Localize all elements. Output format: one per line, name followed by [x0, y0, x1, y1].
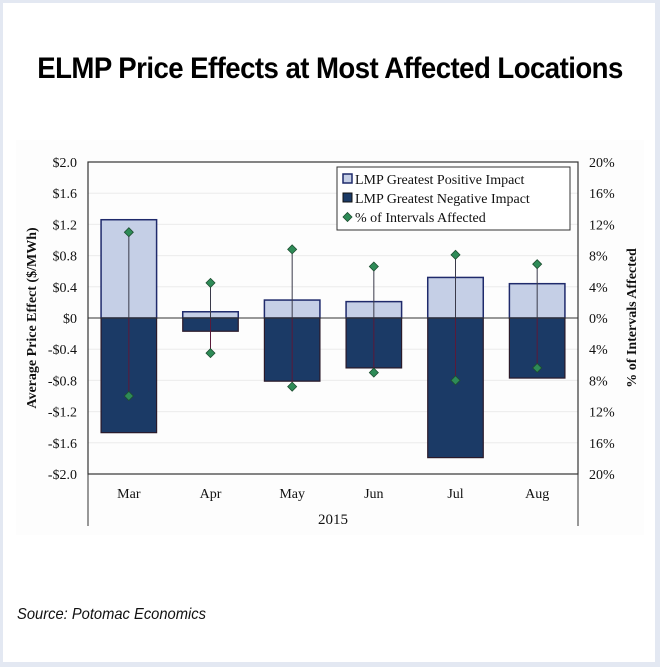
marker-positive-mar: [123, 227, 134, 238]
y-axis-label: Average Price Effect ($/MWh): [25, 227, 40, 409]
marker-positive-aug: [532, 259, 543, 270]
y2-tick-label: 8%: [589, 250, 608, 265]
marker-negative-mar: [123, 390, 134, 402]
y2-tick-label: 0%: [589, 312, 608, 327]
x-tick-label: Apr: [200, 487, 222, 502]
y2-tick-label: 8%: [589, 374, 608, 389]
marker-positive-jul: [450, 249, 461, 260]
marker-negative-apr: [205, 348, 216, 359]
x-axis-ticks: Mar Apr May Jun Jul Aug: [117, 487, 549, 502]
y2-tick-label: 12%: [589, 406, 615, 421]
y2-tick-label: 12%: [589, 218, 615, 233]
page-title: ELMP Price Effects at Most Affected Loca…: [37, 52, 623, 85]
legend-swatch-negative: [342, 192, 353, 203]
x-tick-label: Jun: [364, 487, 383, 502]
y2-tick-label: 4%: [589, 281, 608, 296]
y-tick-label: $0.4: [53, 281, 78, 296]
source-note: Source: Potomac Economics: [17, 606, 206, 623]
y-tick-label: $0: [63, 312, 77, 327]
y-tick-label: $1.6: [53, 187, 78, 202]
marker-positive-jun: [368, 261, 379, 272]
legend-swatch-marker: [342, 211, 353, 223]
marker-lines: [128, 232, 538, 396]
y2-tick-label: 16%: [589, 437, 615, 452]
legend-label-marker: % of Intervals Affected: [355, 211, 486, 226]
legend-box: [336, 166, 571, 231]
y-axis-ticks: $2.0 $1.6 $1.2 $0.8 $0.4 $0 -$0.4 -$0.8 -$1.2 -$1…: [48, 156, 77, 483]
x-tick-label: May: [279, 487, 305, 502]
markers: [123, 227, 543, 402]
plot-frame: [87, 161, 579, 475]
y2-tick-label: 20%: [589, 468, 615, 483]
y-tick-label: -$0.8: [48, 374, 77, 389]
y2-tick-label: 4%: [589, 343, 608, 358]
y-tick-label: $2.0: [53, 156, 78, 171]
y-tick-label: -$1.6: [48, 437, 77, 452]
y-tick-label: $0.8: [53, 250, 78, 265]
x-tick-label: Mar: [117, 487, 141, 502]
y-tick-label: -$0.4: [48, 343, 77, 358]
y-tick-label: -$1.2: [48, 406, 77, 421]
x-tick-label: Jul: [447, 487, 463, 502]
legend-swatch-positive: [342, 173, 353, 184]
y2-tick-label: 20%: [589, 156, 615, 171]
y2-axis-ticks: 20% 16% 12% 8% 4% 0% 4% 8% 12% 16% 20%: [589, 156, 615, 483]
marker-negative-may: [287, 381, 298, 392]
legend: LMP Greatest Positive Impact LMP Greates…: [336, 166, 571, 231]
marker-negative-aug: [532, 362, 543, 373]
legend-label-negative: LMP Greatest Negative Impact: [355, 192, 530, 207]
marker-negative-jul: [450, 375, 461, 386]
legend-label-positive: LMP Greatest Positive Impact: [355, 173, 525, 188]
y2-axis-label: % of Intervals Affected: [625, 248, 640, 388]
marker-positive-apr: [205, 277, 216, 288]
x-tick-label: Aug: [525, 487, 549, 502]
x-axis-label: 2015: [318, 512, 348, 528]
y-tick-label: $1.2: [53, 218, 78, 233]
marker-negative-jun: [368, 367, 379, 378]
y-tick-label: -$2.0: [48, 468, 77, 483]
y2-tick-label: 16%: [589, 187, 615, 202]
marker-positive-may: [287, 244, 298, 255]
